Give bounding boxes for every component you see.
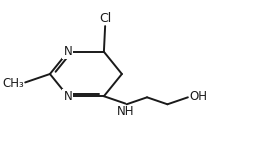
Text: NH: NH: [117, 105, 135, 118]
Text: CH₃: CH₃: [2, 77, 24, 90]
Text: Cl: Cl: [99, 12, 111, 25]
Text: N: N: [64, 90, 72, 103]
Text: N: N: [64, 45, 72, 58]
Text: OH: OH: [189, 90, 207, 103]
